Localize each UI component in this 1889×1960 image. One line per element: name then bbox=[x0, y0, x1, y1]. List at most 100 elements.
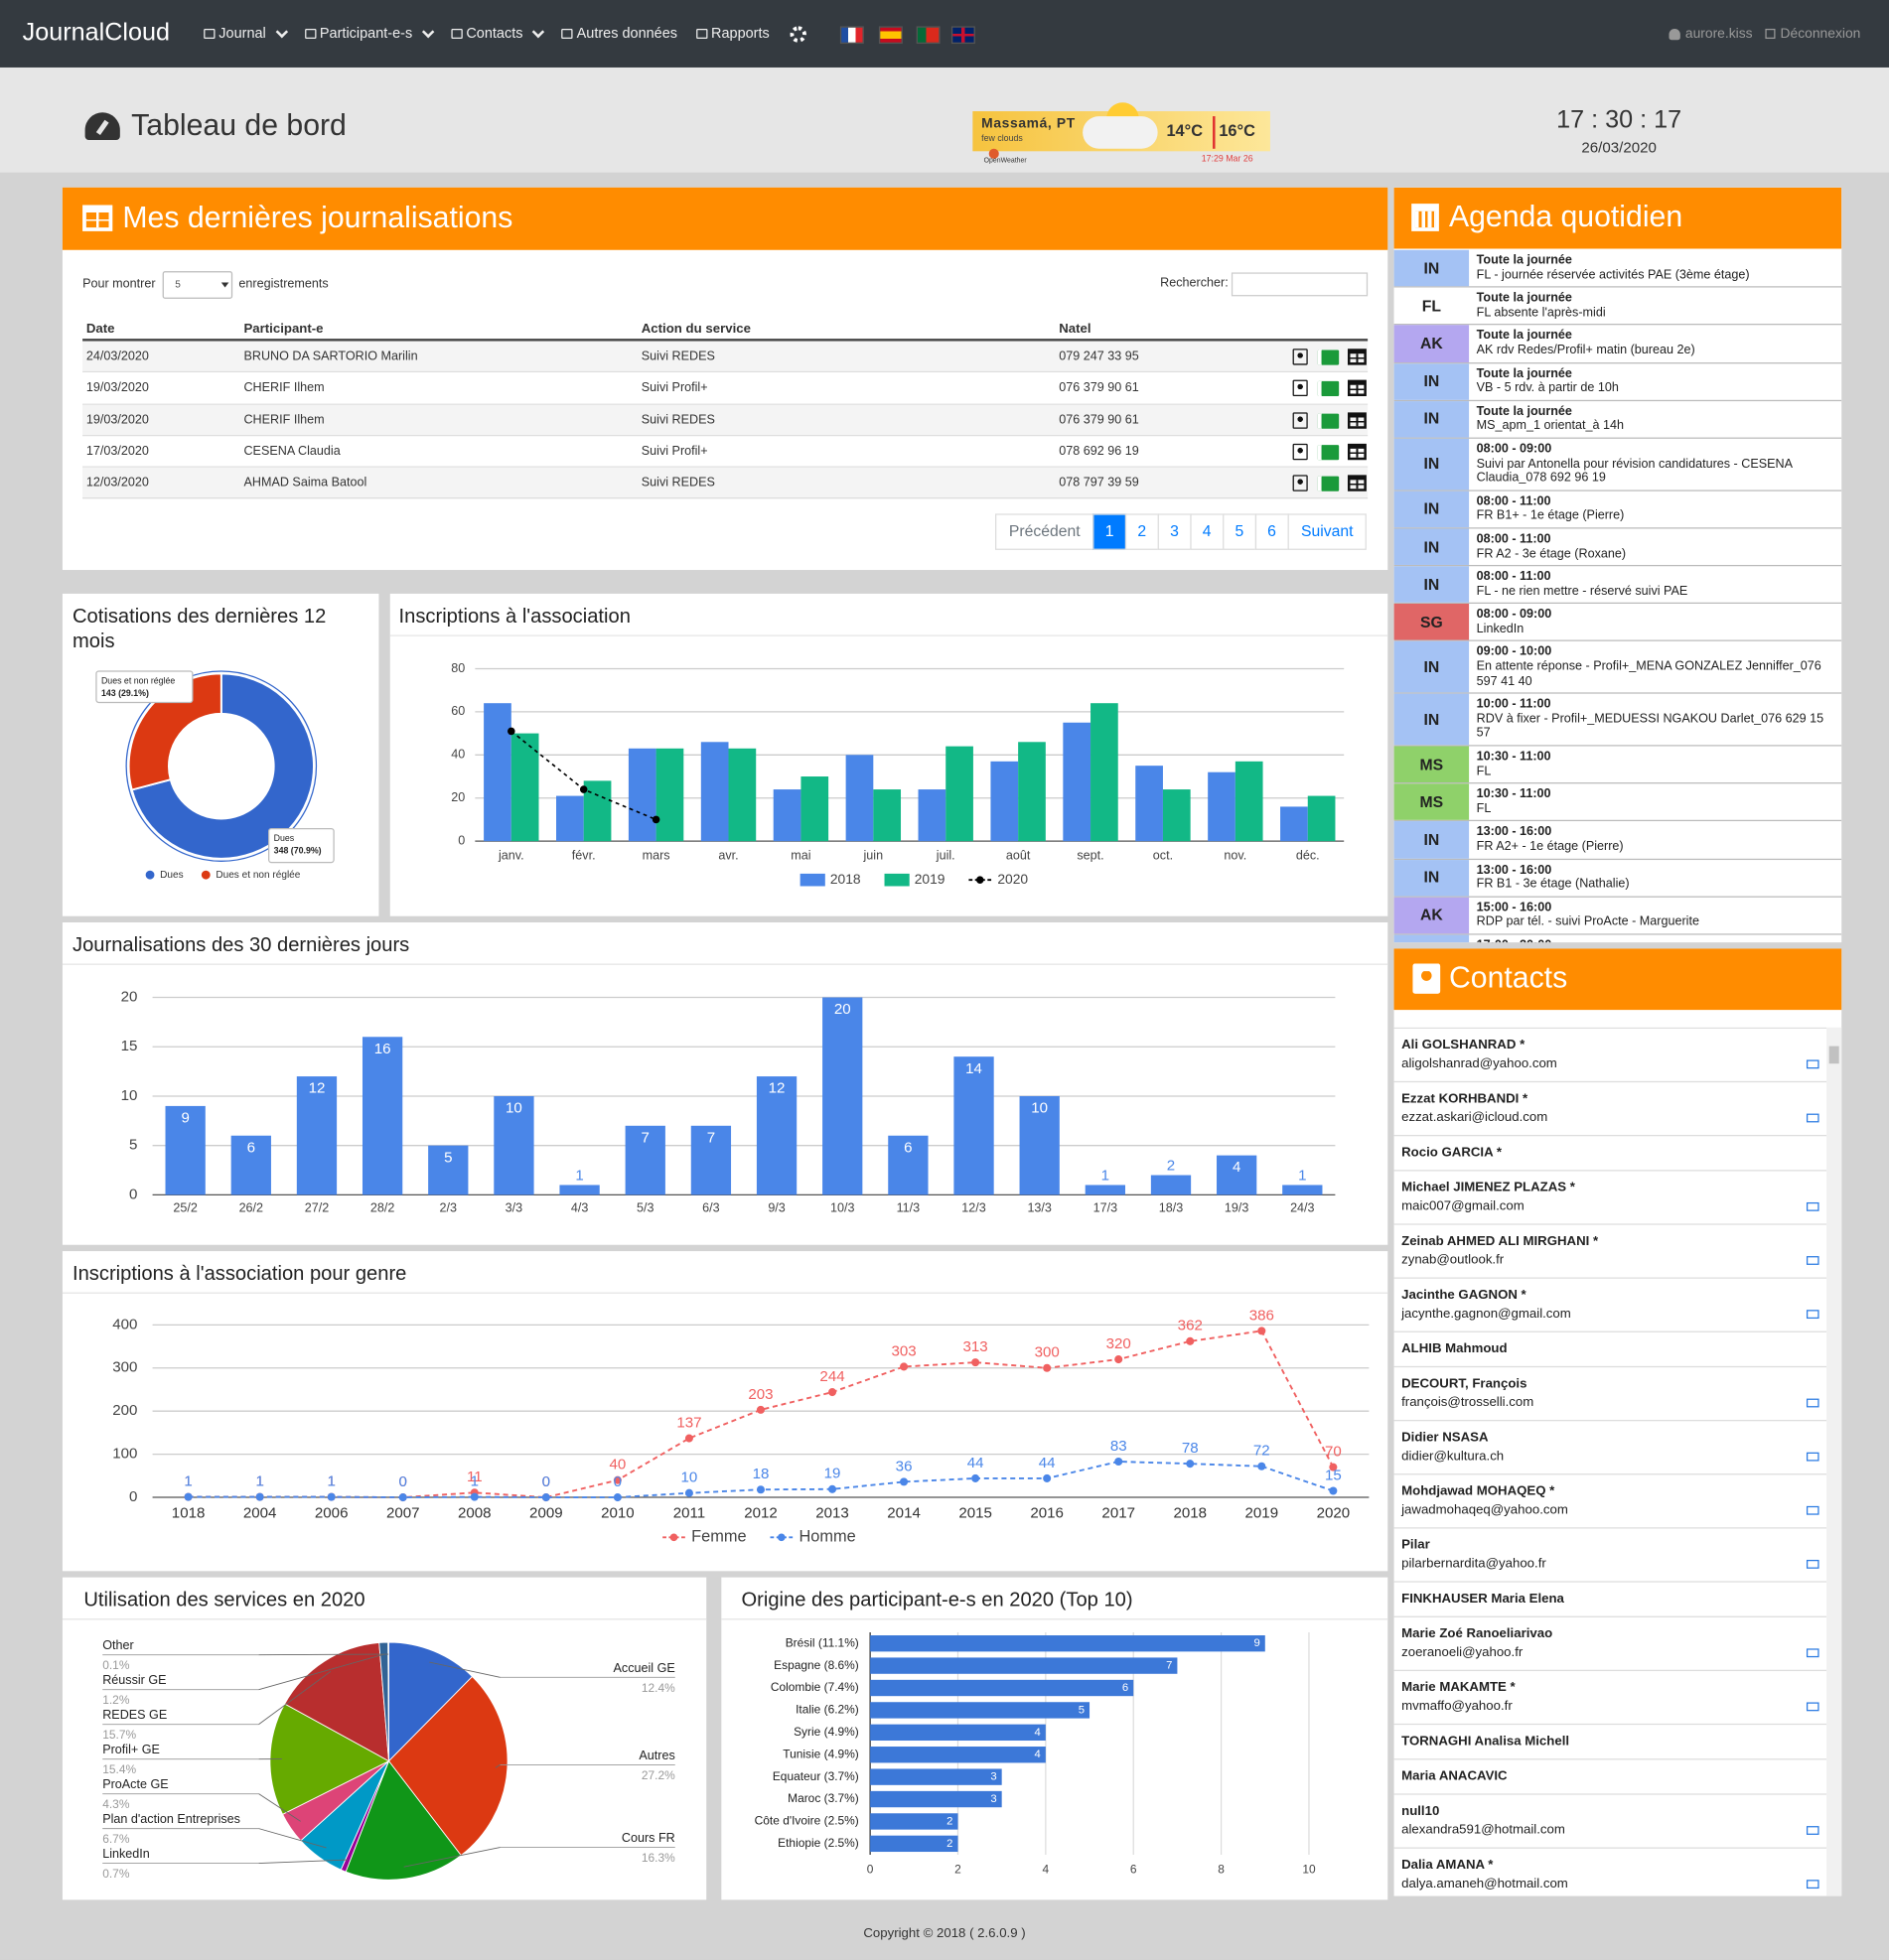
page-size-select: 5 bbox=[162, 271, 233, 299]
scrollbar-thumb[interactable] bbox=[1828, 1046, 1839, 1064]
contact-item[interactable]: Mohdjawad MOHAQEQ * jawadmohaqeq@yahoo.co… bbox=[1393, 1473, 1827, 1527]
email-icon[interactable] bbox=[1806, 1398, 1819, 1408]
page-link[interactable]: 2 bbox=[1124, 513, 1159, 550]
agenda-item[interactable]: IN Toute la journée FL - journée réservée … bbox=[1393, 249, 1842, 288]
contact-item[interactable]: Ezzat KORHBANDI * ezzat.askari@icloud.com bbox=[1393, 1080, 1827, 1135]
contact-item[interactable]: Maria ANACAVIC bbox=[1393, 1758, 1827, 1793]
agenda-time: Toute la journée bbox=[1476, 291, 1572, 306]
contact-item[interactable]: null10 alexandra591@hotmail.com bbox=[1393, 1793, 1827, 1847]
agenda-time: 10:00 - 11:00 bbox=[1476, 697, 1551, 712]
email-icon[interactable] bbox=[1806, 1201, 1819, 1211]
contact-item[interactable]: TORNAGHI Analisa Michell bbox=[1393, 1723, 1827, 1758]
navbar: JournalCloud Journal Participant-e-s Contac… bbox=[0, 0, 1889, 68]
table-cell: Suivi Profil+ bbox=[641, 381, 708, 396]
agenda-item[interactable]: MS 10:30 - 11:00 FL bbox=[1393, 783, 1842, 822]
menu-item[interactable]: Autres données bbox=[561, 26, 677, 42]
journal-header bbox=[62, 187, 1388, 250]
table-cell: CHERIF Ilhem bbox=[243, 413, 325, 427]
agenda-item[interactable]: FL Toute la journée FL absente l'après-mid… bbox=[1393, 287, 1842, 326]
menu-icon bbox=[451, 28, 463, 40]
page-link[interactable]: 6 bbox=[1254, 513, 1289, 550]
page-link[interactable]: 3 bbox=[1157, 513, 1192, 550]
agenda-item[interactable]: IN 08:00 - 11:00 FR A2 - 3e étage (Roxane) bbox=[1393, 528, 1842, 567]
email-icon[interactable] bbox=[1806, 1059, 1819, 1069]
language-flag[interactable] bbox=[916, 26, 941, 45]
agenda-text: 09:00 - 10:00 En attente réponse - Profil… bbox=[1469, 641, 1837, 692]
contact-name: Didier NSASA bbox=[1401, 1430, 1489, 1446]
contact-item[interactable]: Pilar pilarbernardita@yahoo.fr bbox=[1393, 1527, 1827, 1581]
contact-item[interactable]: ALHIB Mahmoud bbox=[1393, 1330, 1827, 1366]
agenda-item[interactable]: MS 10:30 - 11:00 FL bbox=[1393, 746, 1842, 784]
agenda-item[interactable]: AK 15:00 - 16:00 RDP par tél. - suivi ProA… bbox=[1393, 897, 1842, 935]
table-cell: Suivi REDES bbox=[641, 350, 715, 364]
email-icon[interactable] bbox=[1806, 1113, 1819, 1123]
agenda-badge: AK bbox=[1393, 325, 1470, 362]
contact-item[interactable]: Michael JIMENEZ PLAZAS * maic007@gmail.co… bbox=[1393, 1170, 1827, 1223]
menu-item[interactable]: Journal bbox=[204, 25, 288, 42]
page-link[interactable]: 1 bbox=[1092, 513, 1127, 550]
email-icon[interactable] bbox=[1806, 1559, 1819, 1569]
title-rule bbox=[62, 963, 1388, 965]
contact-item[interactable]: DECOURT, François françois@trosselli.com bbox=[1393, 1365, 1827, 1420]
agenda-item[interactable]: AK Toute la journée AK rdv Redes/Profil+ m… bbox=[1393, 325, 1842, 363]
contact-item[interactable]: Dalia AMANA * dalya.amaneh@hotmail.com bbox=[1393, 1847, 1827, 1896]
agenda-item[interactable]: IN 08:00 - 11:00 FR B1+ - 1e étage (Pierre… bbox=[1393, 490, 1842, 529]
page-link[interactable]: 5 bbox=[1222, 513, 1256, 550]
contact-item[interactable]: FINKHAUSER Maria Elena bbox=[1393, 1581, 1827, 1615]
agenda-item[interactable]: IN 09:00 - 10:00 En attente réponse - Prof… bbox=[1393, 641, 1842, 694]
email-icon[interactable] bbox=[1806, 1880, 1819, 1890]
agenda-time: 08:00 - 11:00 bbox=[1476, 532, 1551, 546]
agenda-item[interactable]: IN 13:00 - 16:00 FR A2+ - 1e étage (Pierre… bbox=[1393, 821, 1842, 860]
page-link[interactable]: 4 bbox=[1190, 513, 1225, 550]
language-flag[interactable] bbox=[839, 26, 864, 45]
page-link[interactable]: Suivant bbox=[1287, 513, 1368, 550]
email-icon[interactable] bbox=[1806, 1648, 1819, 1658]
email-icon[interactable] bbox=[1806, 1452, 1819, 1462]
title-rule bbox=[62, 1618, 707, 1620]
agenda-item[interactable]: IN Toute la journée VB - 5 rdv. à partir d… bbox=[1393, 362, 1842, 401]
page-header: Tableau de bord Massamá, PT few clouds 14°C… bbox=[0, 67, 1889, 173]
menu-item[interactable]: Contacts bbox=[451, 25, 545, 42]
agenda-item[interactable]: IN 08:00 - 09:00 Suivi par Antonella pour … bbox=[1393, 438, 1842, 491]
agenda-description: FR A2+ - 1e étage (Pierre) bbox=[1476, 839, 1624, 854]
table-row bbox=[82, 404, 1369, 437]
email-icon[interactable] bbox=[1806, 1826, 1819, 1835]
agenda-badge: IN bbox=[1393, 859, 1470, 897]
contact-item[interactable]: Jacinthe GAGNON * jacynthe.gagnon@gmail.c… bbox=[1393, 1277, 1827, 1330]
contact-item[interactable]: Marie MAKAMTE * mvmaffo@yahoo.fr bbox=[1393, 1669, 1827, 1724]
email-icon[interactable] bbox=[1806, 1505, 1819, 1515]
contact-item[interactable]: Zeinab AHMED ALI MIRGHANI * zynab@outlook… bbox=[1393, 1223, 1827, 1277]
language-flag[interactable] bbox=[950, 26, 975, 45]
agenda-description: VB - 5 rdv. à partir de 10h bbox=[1476, 381, 1619, 395]
settings-icon[interactable] bbox=[790, 26, 806, 43]
email-icon[interactable] bbox=[1806, 1310, 1819, 1320]
agenda-item[interactable]: SG 08:00 - 09:00 LinkedIn bbox=[1393, 604, 1842, 642]
records-label: enregistrements bbox=[238, 277, 329, 292]
contact-name: Pilar bbox=[1401, 1537, 1430, 1553]
menu-item[interactable]: Participant-e-s bbox=[304, 25, 435, 42]
weather-provider-logo bbox=[988, 148, 999, 159]
contact-email: jawadmohaqeq@yahoo.com bbox=[1401, 1502, 1568, 1518]
contact-email: mvmaffo@yahoo.fr bbox=[1401, 1698, 1513, 1714]
table-icon bbox=[82, 205, 113, 231]
logout[interactable]: Déconnexion bbox=[1765, 26, 1860, 42]
contact-icon bbox=[1317, 381, 1340, 397]
agenda-badge: IN bbox=[1393, 400, 1470, 438]
user[interactable]: aurore.kiss bbox=[1669, 26, 1753, 42]
contact-item[interactable]: Didier NSASA didier@kultura.ch bbox=[1393, 1419, 1827, 1473]
page-link[interactable]: Précédent bbox=[995, 513, 1094, 550]
chart-panel: Origine des participant-e-s en 2020 (Top… bbox=[721, 1577, 1388, 1900]
language-flag[interactable] bbox=[878, 26, 903, 45]
agenda-item[interactable]: IN 08:00 - 11:00 FL - ne rien mettre - rés… bbox=[1393, 566, 1842, 605]
email-icon[interactable] bbox=[1806, 1256, 1819, 1265]
agenda-item[interactable]: IN 10:00 - 11:00 RDV à fixer - Profil+_MED… bbox=[1393, 693, 1842, 747]
email-icon[interactable] bbox=[1806, 1702, 1819, 1712]
agenda-item[interactable]: IN 13:00 - 16:00 FR B1 - 3e étage (Nathali… bbox=[1393, 859, 1842, 898]
menu-item[interactable]: Rapports bbox=[695, 26, 770, 42]
contact-item[interactable]: Marie Zoé Ranoeliarivao zoeranoeli@yahoo.… bbox=[1393, 1615, 1827, 1670]
contact-item[interactable]: Rocio GARCIA * bbox=[1393, 1134, 1827, 1170]
weather-widget: Massamá, PT few clouds 14°C 16°C bbox=[972, 102, 1270, 152]
contact-item[interactable]: Ali GOLSHANRAD * aligolshanrad@yahoo.com bbox=[1393, 1027, 1827, 1081]
agenda-item[interactable]: IN Toute la journée MS_apm_1 orientat_à 14… bbox=[1393, 400, 1842, 439]
